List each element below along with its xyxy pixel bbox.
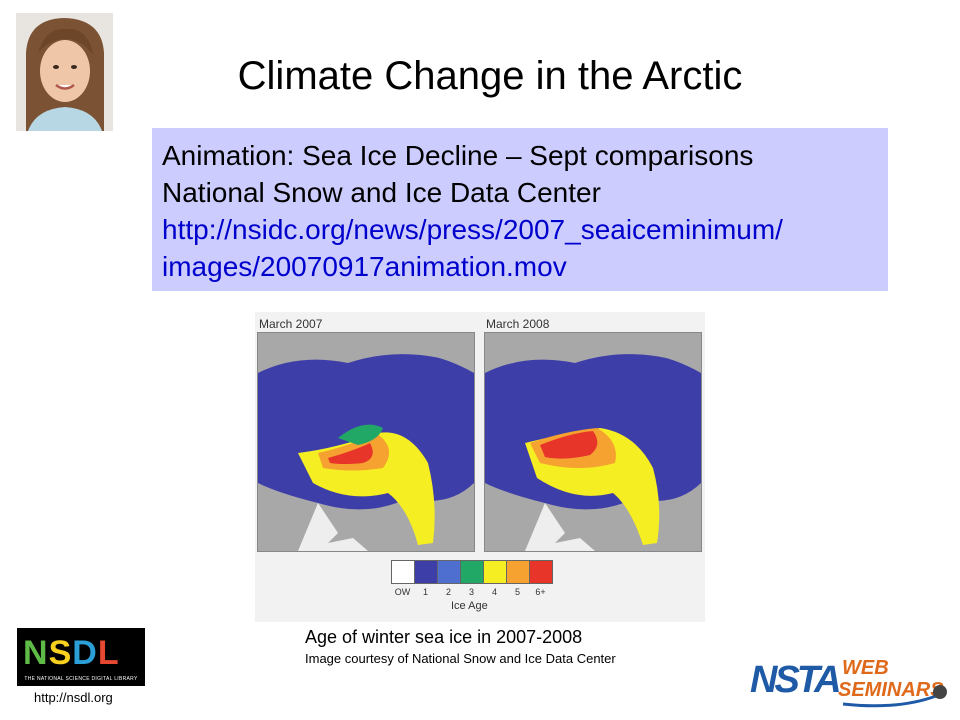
legend-swatch-6plus	[529, 561, 552, 583]
slide-title: Climate Change in the Arctic	[237, 54, 743, 98]
nsdl-letter: L	[97, 634, 120, 672]
legend-swatch-3	[460, 561, 483, 583]
nsdl-letters: NSDL	[23, 634, 120, 672]
legend-tick: 4	[491, 587, 497, 597]
legend-swatch-5	[506, 561, 529, 583]
panel-label-2008: March 2008	[486, 317, 550, 331]
nsdl-letter: D	[72, 634, 98, 672]
nsdl-letter: N	[23, 634, 49, 672]
nsta-wordmark: NSTA	[750, 659, 839, 701]
info-box: Animation: Sea Ice Decline – Sept compar…	[152, 128, 888, 291]
image-credit: Image courtesy of National Snow and Ice …	[305, 651, 616, 666]
legend-tick: OW	[394, 587, 411, 597]
animation-link-continued[interactable]: images/20070917animation.mov	[162, 251, 567, 282]
legend-swatch-ow	[392, 561, 414, 583]
legend-tick: 6+	[535, 587, 546, 597]
presenter-photo	[16, 13, 113, 131]
panel-label-2007: March 2007	[259, 317, 323, 331]
legend-tick: 3	[468, 587, 474, 597]
nsdl-logo: NSDL THE NATIONAL SCIENCE DIGITAL LIBRAR…	[17, 628, 145, 686]
nsta-swoosh-icon	[842, 694, 937, 708]
legend-ticks: OW 1 2 3 4 5 6+	[391, 587, 577, 597]
sea-ice-age-figure: March 2007 March 2008	[255, 312, 705, 622]
nsta-seminars-text: SEMINARS	[838, 679, 944, 701]
legend-tick: 5	[514, 587, 520, 597]
legend-tick: 1	[422, 587, 428, 597]
nsta-web-text: WEB	[842, 657, 889, 679]
legend-title: Ice Age	[451, 600, 488, 612]
mouse-icon	[933, 685, 947, 699]
nsdl-letter: S	[48, 634, 73, 672]
legend-tick: 2	[445, 587, 451, 597]
nsdl-url[interactable]: http://nsdl.org	[34, 690, 113, 705]
info-source-line: National Snow and Ice Data Center	[162, 177, 601, 208]
legend-swatch-4	[483, 561, 506, 583]
animation-link[interactable]: http://nsidc.org/news/press/2007_seaicem…	[162, 214, 783, 245]
info-animation-line: Animation: Sea Ice Decline – Sept compar…	[162, 140, 754, 171]
legend-swatch-2	[437, 561, 460, 583]
sea-ice-map-2007	[257, 332, 475, 552]
legend-swatch-1	[414, 561, 437, 583]
sea-ice-map-2008	[484, 332, 702, 552]
nsta-web-seminars-logo: NSTA WEB SEMINARS	[748, 652, 952, 708]
ice-age-legend	[391, 560, 553, 584]
figure-caption: Age of winter sea ice in 2007-2008	[305, 627, 583, 647]
nsdl-tagline: THE NATIONAL SCIENCE DIGITAL LIBRARY	[24, 676, 138, 682]
